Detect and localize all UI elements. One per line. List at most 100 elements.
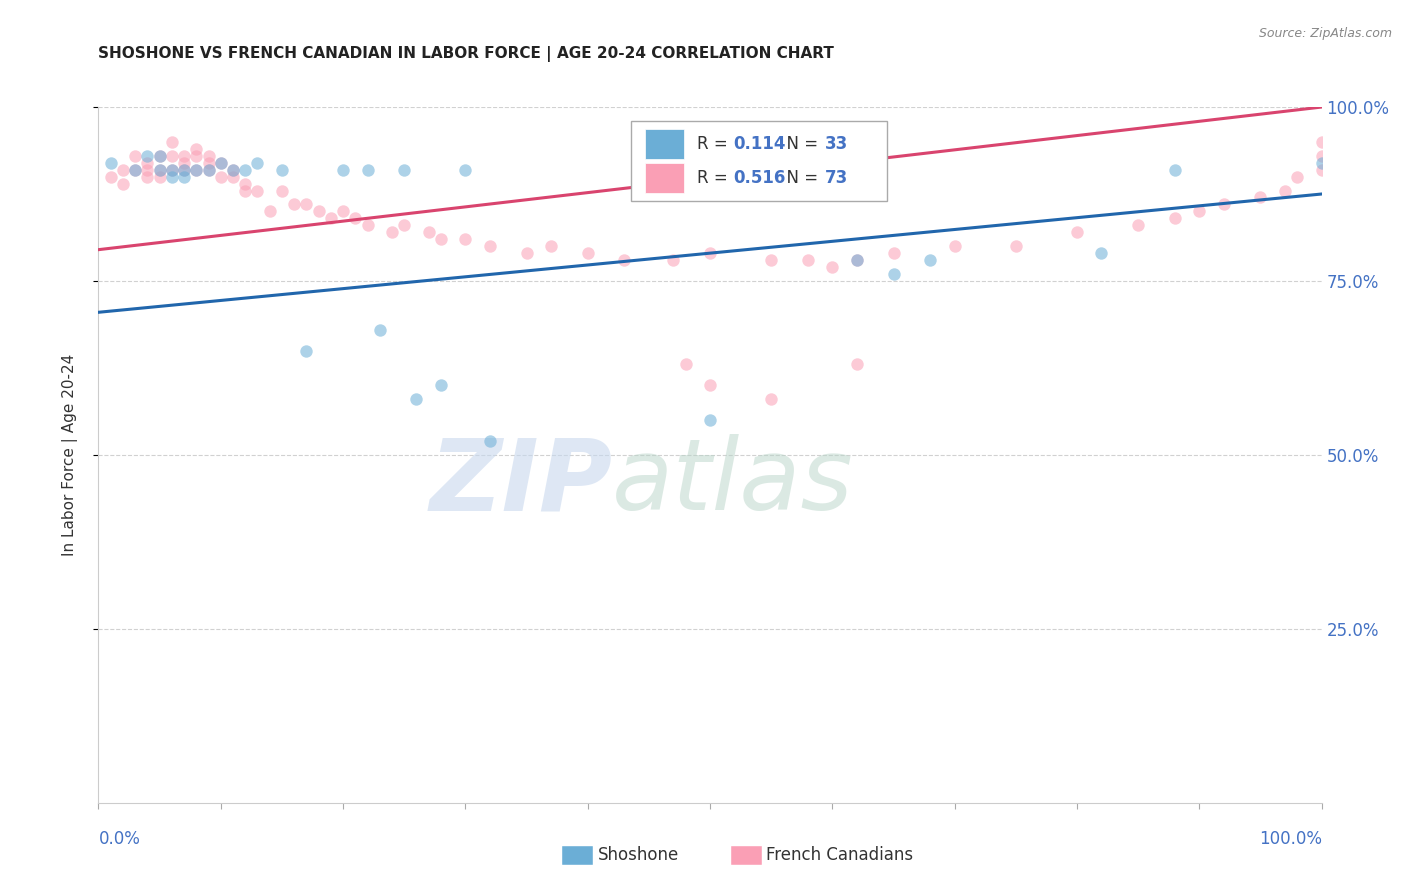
Point: [761, 253, 783, 268]
Point: [308, 204, 330, 219]
Point: [761, 392, 783, 407]
Point: [149, 149, 172, 163]
Point: [1310, 149, 1333, 163]
Point: [111, 177, 134, 191]
Text: ZIP: ZIP: [429, 434, 612, 532]
FancyBboxPatch shape: [645, 129, 685, 159]
Point: [1274, 184, 1296, 198]
Point: [1286, 169, 1309, 184]
Point: [233, 177, 256, 191]
Point: [136, 169, 159, 184]
Point: [1066, 225, 1088, 239]
Point: [675, 358, 697, 372]
Point: [845, 253, 868, 268]
Point: [149, 149, 172, 163]
Point: [136, 149, 159, 163]
Point: [209, 155, 232, 169]
Point: [186, 162, 208, 177]
Point: [392, 219, 416, 233]
Point: [197, 162, 219, 177]
Text: French Canadians: French Canadians: [766, 847, 914, 864]
Point: [136, 155, 159, 169]
Point: [1212, 197, 1234, 211]
Point: [883, 267, 905, 281]
Point: [149, 169, 172, 184]
Text: 73: 73: [825, 169, 848, 187]
Point: [173, 162, 195, 177]
Point: [270, 162, 294, 177]
Point: [332, 204, 354, 219]
Point: [1310, 155, 1333, 169]
Point: [344, 211, 367, 226]
Point: [723, 162, 745, 177]
Point: [920, 253, 942, 268]
Point: [186, 149, 208, 163]
Point: [699, 246, 721, 260]
Point: [613, 253, 636, 268]
Y-axis label: In Labor Force | Age 20-24: In Labor Force | Age 20-24: [62, 354, 77, 556]
Point: [1004, 239, 1026, 253]
Point: [845, 253, 868, 268]
Point: [100, 169, 122, 184]
Point: [1249, 190, 1271, 204]
Point: [368, 323, 391, 337]
Point: [430, 232, 453, 246]
Text: N =: N =: [776, 169, 824, 187]
Point: [356, 162, 378, 177]
Point: [478, 239, 501, 253]
Point: [124, 149, 146, 163]
Point: [160, 149, 183, 163]
Point: [883, 246, 905, 260]
Text: 0.0%: 0.0%: [98, 830, 141, 847]
Point: [1090, 246, 1112, 260]
Point: [418, 225, 440, 239]
Point: [222, 162, 245, 177]
Point: [699, 378, 721, 392]
Point: [222, 162, 245, 177]
Point: [478, 434, 501, 448]
Point: [392, 162, 416, 177]
Point: [233, 184, 256, 198]
Text: 100.0%: 100.0%: [1258, 830, 1322, 847]
Point: [1164, 162, 1187, 177]
Point: [209, 155, 232, 169]
Point: [845, 358, 868, 372]
Point: [821, 260, 844, 274]
Point: [209, 169, 232, 184]
Point: [1188, 204, 1211, 219]
Point: [405, 392, 427, 407]
Text: R =: R =: [696, 169, 733, 187]
Text: 0.114: 0.114: [734, 135, 786, 153]
Point: [186, 162, 208, 177]
Point: [1128, 219, 1150, 233]
Point: [173, 149, 195, 163]
Point: [356, 219, 378, 233]
Point: [246, 184, 269, 198]
Point: [576, 246, 599, 260]
Point: [222, 169, 245, 184]
Point: [149, 162, 172, 177]
Point: [160, 162, 183, 177]
Point: [186, 142, 208, 156]
FancyBboxPatch shape: [630, 121, 887, 201]
Point: [173, 169, 195, 184]
Point: [454, 162, 477, 177]
Text: SHOSHONE VS FRENCH CANADIAN IN LABOR FORCE | AGE 20-24 CORRELATION CHART: SHOSHONE VS FRENCH CANADIAN IN LABOR FOR…: [98, 46, 834, 62]
Point: [173, 162, 195, 177]
Point: [381, 225, 404, 239]
Point: [332, 162, 354, 177]
Point: [100, 155, 122, 169]
Point: [246, 155, 269, 169]
Point: [197, 155, 219, 169]
Point: [197, 149, 219, 163]
Point: [173, 155, 195, 169]
Point: [160, 135, 183, 149]
Point: [283, 197, 305, 211]
Point: [124, 162, 146, 177]
Text: 33: 33: [825, 135, 848, 153]
Point: [149, 162, 172, 177]
Point: [319, 211, 342, 226]
Point: [699, 413, 721, 427]
Point: [160, 162, 183, 177]
Point: [233, 162, 256, 177]
